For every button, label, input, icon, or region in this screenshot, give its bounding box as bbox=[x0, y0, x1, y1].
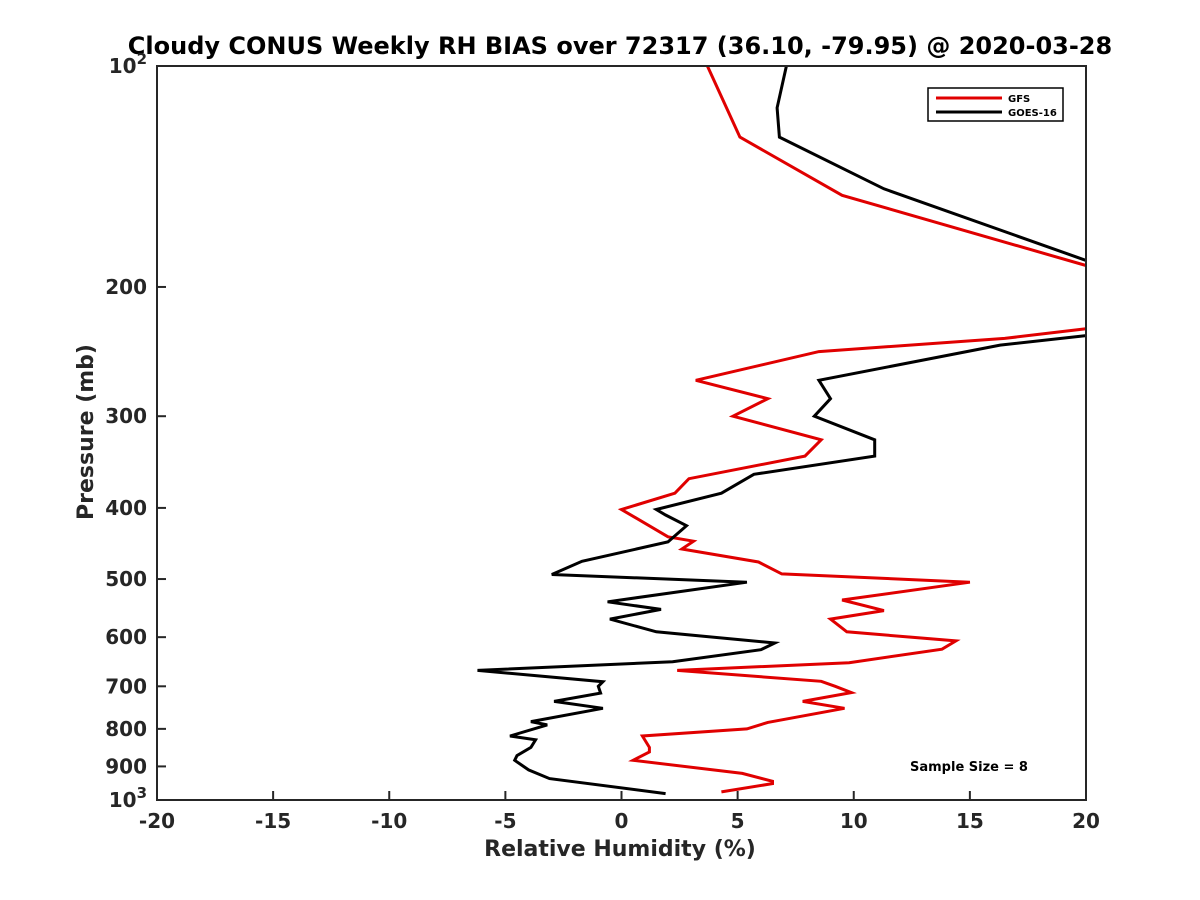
sample-size-annotation: Sample Size = 8 bbox=[910, 760, 1028, 775]
y-tick-label: 400 bbox=[105, 496, 147, 520]
series-layer bbox=[477, 65, 1087, 796]
x-tick-label: 20 bbox=[1072, 809, 1100, 833]
x-tick-label: 5 bbox=[731, 809, 745, 833]
y-tick-label: 900 bbox=[105, 754, 147, 778]
y-tick-label: 700 bbox=[105, 674, 147, 698]
y-tick-label: 102 bbox=[109, 50, 147, 78]
y-tick-label: 200 bbox=[105, 275, 147, 299]
legend: GFS GOES-16 bbox=[927, 87, 1064, 122]
chart-title: Cloudy CONUS Weekly RH BIAS over 72317 (… bbox=[128, 32, 1112, 60]
y-axis-label: Pressure (mb) bbox=[74, 344, 99, 520]
x-tick-label: -15 bbox=[255, 809, 291, 833]
x-axis: -20 -15 -10 -5 0 5 10 15 20 bbox=[139, 791, 1100, 833]
legend-label-goes-16: GOES-16 bbox=[1008, 108, 1057, 119]
plot-frame bbox=[156, 65, 1087, 801]
y-tick-label: 103 bbox=[109, 784, 147, 812]
y-tick-label: 300 bbox=[105, 404, 147, 428]
x-tick-label: 0 bbox=[615, 809, 629, 833]
series-line-goes-16-1 bbox=[775, 65, 1087, 262]
legend-label-gfs: GFS bbox=[1008, 94, 1030, 105]
x-tick-label: 15 bbox=[956, 809, 984, 833]
y-tick-label: 800 bbox=[105, 717, 147, 741]
x-tick-label: -20 bbox=[139, 809, 175, 833]
series-line-goes-16-2 bbox=[477, 334, 1087, 796]
series-line-gfs-2 bbox=[617, 327, 1087, 794]
y-axis: 102 200 300 400 500 600 700 800 900 103 bbox=[105, 50, 166, 812]
x-tick-label: -5 bbox=[494, 809, 516, 833]
legend-box bbox=[927, 87, 1064, 122]
x-tick-label: 10 bbox=[840, 809, 868, 833]
y-tick-label: 500 bbox=[105, 567, 147, 591]
x-axis-label: Relative Humidity (%) bbox=[484, 837, 756, 862]
y-tick-label: 600 bbox=[105, 625, 147, 649]
x-tick-label: -10 bbox=[371, 809, 407, 833]
series-line-gfs-1 bbox=[706, 65, 1087, 267]
